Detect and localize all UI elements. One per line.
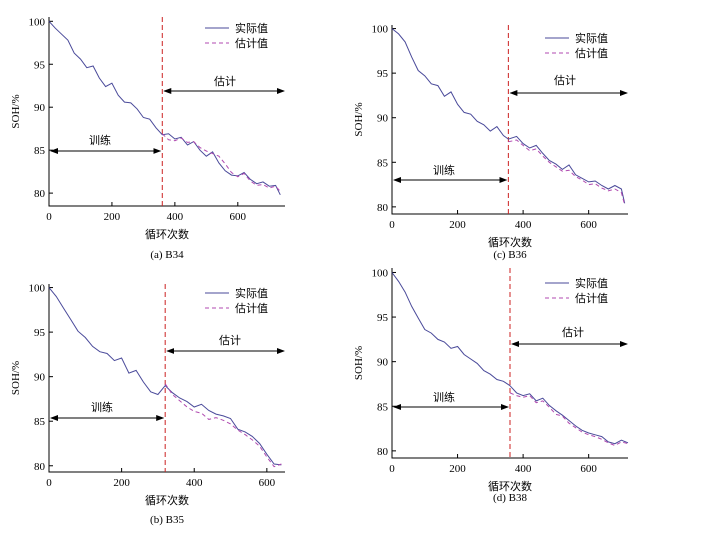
training-label: 训练 [433, 390, 455, 404]
legend-label-estimate: 估计值 [575, 47, 608, 60]
x-tick-label: 200 [104, 211, 121, 223]
y-axis-label: SOH/% [353, 346, 365, 380]
chart-caption: (d) B38 [493, 492, 527, 504]
y-tick-label: 90 [34, 102, 46, 114]
estimate-label: 估计 [214, 75, 236, 88]
y-tick-label: 85 [34, 145, 46, 157]
y-tick-label: 80 [377, 446, 389, 458]
y-tick-label: 80 [377, 202, 389, 214]
y-tick-label: 95 [377, 68, 389, 80]
x-axis-label: 循环次数 [145, 493, 189, 507]
y-tick-label: 85 [377, 157, 389, 169]
y-tick-label: 90 [377, 357, 389, 369]
estimate-label: 估计 [562, 326, 584, 339]
x-tick-label: 400 [167, 211, 184, 223]
actual-soh-series-line [391, 28, 626, 204]
y-tick-label: 90 [34, 372, 46, 384]
chart-caption: (b) B35 [150, 514, 184, 526]
x-tick-label: 0 [389, 219, 395, 231]
x-tick-label: 0 [46, 477, 52, 489]
estimate-label: 估计 [219, 334, 241, 347]
x-tick-label: 400 [515, 463, 532, 475]
x-tick-label: 600 [580, 219, 597, 231]
chart-caption: (c) B36 [493, 249, 527, 261]
chart-panel-2: 0 200 400 600 80 85 90 95 100 循环次数 SOH/% (c) B36 训练 估… [353, 24, 628, 261]
estimated-soh-series-line [164, 383, 282, 468]
legend-label-estimate: 估计值 [235, 37, 268, 50]
legend-label-actual: 实际值 [575, 31, 608, 45]
chart-panel-4: 0 200 400 600 80 85 90 95 100 循环次数 SOH/% (d) B38 训练 估… [353, 267, 629, 504]
x-tick-label: 200 [449, 219, 466, 231]
actual-soh-series-line [391, 272, 629, 445]
legend-label-estimate: 估计值 [575, 292, 608, 305]
chart-caption: (a) B34 [150, 249, 184, 261]
y-tick-label: 90 [377, 113, 389, 125]
actual-soh-series-line [48, 287, 282, 466]
x-tick-label: 400 [186, 477, 203, 489]
legend-label-actual: 实际值 [235, 21, 268, 35]
y-tick-label: 95 [34, 327, 46, 339]
chart-panel-1: 0 200 400 600 80 85 90 95 100 循环次数 SOH/% (a) B34 训练 估… [10, 16, 285, 261]
y-tick-label: 100 [372, 24, 389, 36]
y-tick-label: 85 [34, 416, 46, 428]
y-tick-label: 100 [372, 267, 389, 279]
x-tick-label: 200 [113, 477, 130, 489]
y-tick-label: 100 [29, 16, 46, 28]
legend-label-estimate: 估计值 [235, 302, 268, 315]
estimated-soh-series-line [161, 133, 281, 192]
actual-soh-series-line [48, 20, 281, 196]
x-tick-label: 0 [389, 463, 395, 475]
x-tick-label: 600 [259, 477, 276, 489]
y-tick-label: 100 [29, 283, 46, 295]
y-tick-label: 80 [34, 188, 46, 200]
estimated-soh-series-line [508, 139, 626, 206]
chart-panel-3: 0 200 400 600 80 85 90 95 100 循环次数 SOH/% (b) B35 训练 估… [10, 283, 285, 526]
x-tick-label: 0 [46, 211, 52, 223]
legend-label-actual: 实际值 [235, 286, 268, 300]
training-label: 训练 [433, 163, 455, 177]
y-tick-label: 80 [34, 461, 46, 473]
x-tick-label: 400 [515, 219, 532, 231]
y-axis-label: SOH/% [353, 102, 365, 136]
training-label: 训练 [89, 133, 111, 147]
training-label: 训练 [91, 400, 113, 414]
x-tick-label: 600 [580, 463, 597, 475]
y-tick-label: 95 [34, 59, 46, 71]
x-tick-label: 200 [449, 463, 466, 475]
estimate-label: 估计 [554, 74, 576, 87]
y-tick-label: 85 [377, 401, 389, 413]
y-axis-label: SOH/% [10, 94, 22, 128]
y-axis-label: SOH/% [10, 361, 22, 395]
y-tick-label: 95 [377, 312, 389, 324]
x-axis-label: 循环次数 [488, 235, 532, 249]
legend-label-actual: 实际值 [575, 276, 608, 290]
estimated-soh-series-line [509, 392, 629, 447]
x-axis-label: 循环次数 [145, 227, 189, 241]
x-axis-label: 循环次数 [488, 479, 532, 493]
x-tick-label: 600 [230, 211, 247, 223]
